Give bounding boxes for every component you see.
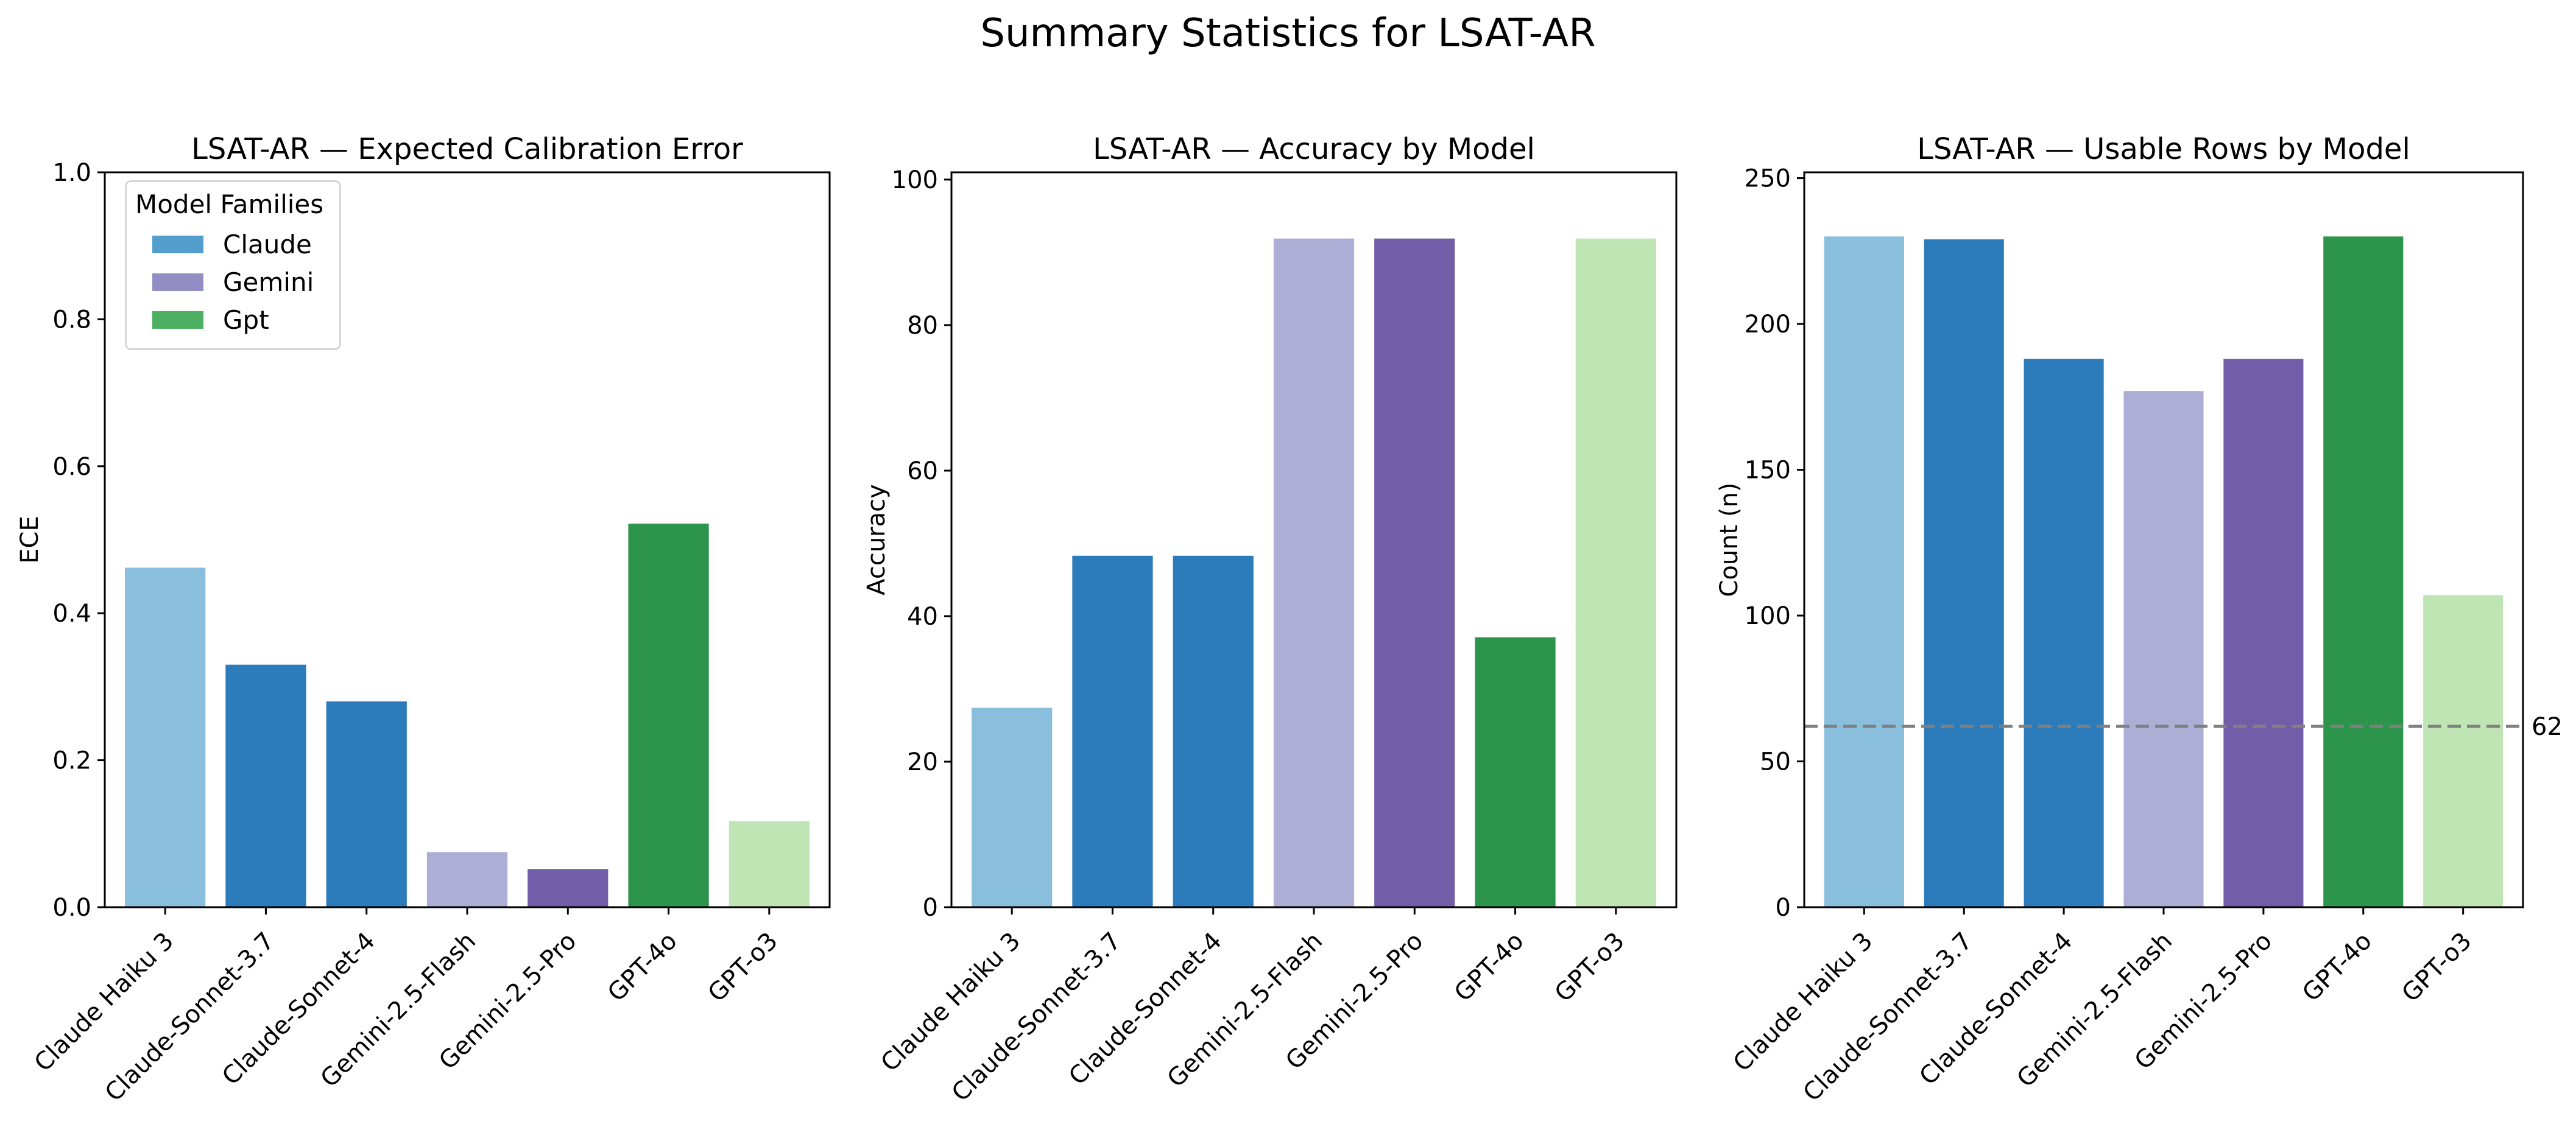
bar-1-7 — [729, 821, 810, 907]
bar-2-4 — [1273, 238, 1355, 907]
y-tick-label-2-4: 60 — [907, 457, 938, 485]
chart-title-3: LSAT-AR — Usable Rows by Model — [1917, 132, 2410, 166]
bar-3-3 — [2024, 359, 2104, 907]
x-tick-label-1-6: GPT-4o — [602, 927, 683, 1008]
legend-swatch-gemini — [152, 273, 203, 291]
y-tick-label-1-6: 1.0 — [52, 159, 91, 187]
bar-1-1 — [125, 567, 206, 907]
legend-label-gemini: Gemini — [223, 267, 314, 297]
bar-2-5 — [1374, 238, 1455, 907]
legend-title: Model Families — [135, 189, 324, 219]
bar-1-3 — [326, 701, 407, 907]
x-tick-label-3-2: Claude-Sonnet-3.7 — [1798, 927, 1978, 1108]
legend: Model Families Claude Gemini Gpt — [125, 180, 342, 350]
x-tick-label-3-6: GPT-4o — [2297, 927, 2377, 1008]
bar-3-7 — [2423, 595, 2504, 907]
y-tick-label-2-3: 40 — [907, 603, 938, 631]
bar-2-7 — [1575, 238, 1656, 907]
bar-3-2 — [1924, 239, 2004, 907]
bar-2-1 — [972, 707, 1053, 907]
bar-3-5 — [2223, 359, 2304, 907]
y-tick-label-3-2: 50 — [1760, 748, 1791, 776]
y-tick-label-1-3: 0.4 — [52, 600, 91, 628]
y-tick-label-3-4: 150 — [1745, 457, 1791, 485]
bar-2-2 — [1072, 555, 1153, 907]
figure-title: Summary Statistics for LSAT-AR — [980, 11, 1596, 56]
reference-line-label: 62 — [2532, 713, 2563, 741]
bar-3-4 — [2123, 391, 2204, 907]
y-tick-label-3-6: 250 — [1745, 165, 1791, 193]
y-tick-label-3-1: 0 — [1776, 894, 1791, 922]
chart-title-1: LSAT-AR — Expected Calibration Error — [191, 132, 743, 166]
bar-3-6 — [2323, 236, 2404, 907]
x-tick-label-2-2: Claude-Sonnet-3.7 — [947, 927, 1127, 1108]
x-tick-label-1-7: GPT-o3 — [703, 927, 783, 1008]
x-tick-label-2-6: GPT-4o — [1449, 927, 1530, 1008]
y-axis-label-2: Accuracy — [863, 484, 891, 595]
bar-3-1 — [1824, 236, 1904, 907]
bar-2-3 — [1173, 555, 1254, 907]
y-tick-label-1-5: 0.8 — [52, 306, 91, 334]
y-tick-label-2-5: 80 — [907, 312, 938, 340]
legend-item-gpt: Gpt — [135, 301, 323, 339]
y-tick-label-1-2: 0.2 — [52, 747, 91, 775]
x-tick-label-1-2: Claude-Sonnet-3.7 — [100, 927, 280, 1108]
bar-1-5 — [528, 869, 609, 907]
x-tick-label-3-7: GPT-o3 — [2397, 927, 2477, 1008]
y-tick-label-3-3: 100 — [1745, 602, 1791, 630]
legend-item-gemini: Gemini — [135, 263, 323, 301]
bar-1-2 — [225, 664, 306, 907]
y-tick-label-3-5: 200 — [1745, 311, 1791, 339]
legend-item-claude: Claude — [135, 225, 323, 263]
y-tick-label-1-4: 0.6 — [52, 453, 91, 481]
legend-label-claude: Claude — [223, 229, 312, 259]
y-tick-label-1-1: 0.0 — [52, 894, 91, 922]
legend-swatch-claude — [152, 235, 203, 253]
bar-2-6 — [1475, 637, 1556, 907]
y-tick-label-2-2: 20 — [907, 748, 938, 776]
y-tick-label-2-6: 100 — [892, 166, 938, 194]
bar-1-6 — [628, 523, 709, 907]
y-axis-label-3: Count (n) — [1715, 482, 1743, 597]
legend-swatch-gpt — [152, 311, 203, 329]
y-axis-label-1: ECE — [16, 516, 44, 563]
chart-title-2: LSAT-AR — Accuracy by Model — [1093, 132, 1535, 166]
x-tick-label-2-7: GPT-o3 — [1550, 927, 1630, 1008]
legend-label-gpt: Gpt — [223, 304, 269, 335]
y-tick-label-2-1: 0 — [923, 894, 938, 922]
bar-1-4 — [426, 852, 508, 907]
